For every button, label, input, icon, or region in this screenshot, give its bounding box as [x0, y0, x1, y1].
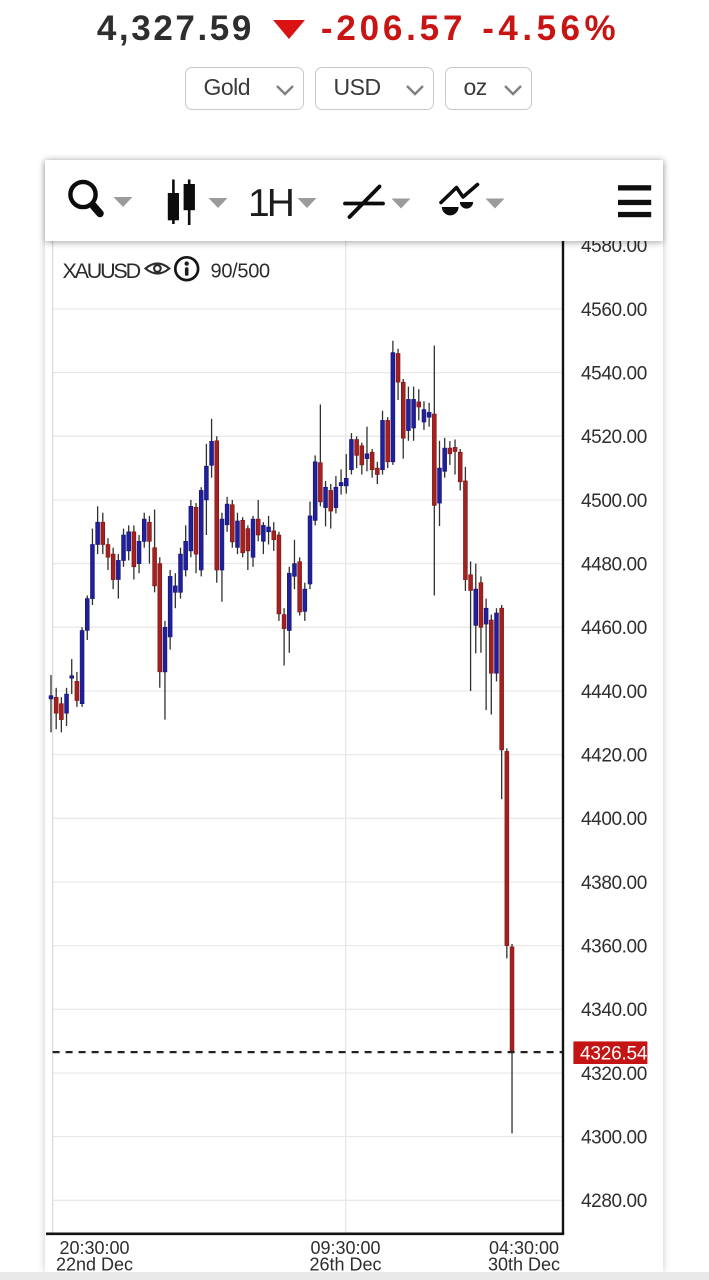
svg-text:4340.00: 4340.00 — [581, 1000, 647, 1021]
svg-text:09:30:00: 09:30:00 — [310, 1238, 380, 1258]
svg-text:4320.00: 4320.00 — [581, 1064, 647, 1085]
svg-text:4460.00: 4460.00 — [581, 618, 647, 639]
svg-text:4280.00: 4280.00 — [581, 1191, 647, 1212]
svg-text:90/500: 90/500 — [211, 261, 271, 283]
svg-text:4500.00: 4500.00 — [581, 491, 647, 512]
svg-text:4420.00: 4420.00 — [581, 745, 647, 766]
svg-text:XAUUSD: XAUUSD — [63, 259, 141, 283]
svg-text:20:30:00: 20:30:00 — [59, 1238, 129, 1258]
svg-text:26th Dec: 26th Dec — [309, 1255, 381, 1273]
svg-text:4580.00: 4580.00 — [581, 236, 647, 257]
svg-text:04:30:00: 04:30:00 — [489, 1238, 559, 1258]
svg-text:4520.00: 4520.00 — [581, 427, 647, 448]
svg-text:4300.00: 4300.00 — [581, 1127, 647, 1148]
svg-text:4480.00: 4480.00 — [581, 554, 647, 575]
svg-text:4540.00: 4540.00 — [581, 363, 647, 384]
svg-text:4360.00: 4360.00 — [581, 936, 647, 957]
svg-text:22nd Dec: 22nd Dec — [56, 1255, 133, 1273]
svg-text:4380.00: 4380.00 — [581, 873, 647, 894]
svg-text:4400.00: 4400.00 — [581, 809, 647, 830]
svg-text:30th Dec: 30th Dec — [488, 1255, 560, 1273]
svg-text:4560.00: 4560.00 — [581, 300, 647, 321]
svg-text:1H: 1H — [248, 182, 292, 225]
svg-text:4326.54: 4326.54 — [580, 1043, 648, 1064]
svg-text:4440.00: 4440.00 — [581, 682, 647, 703]
